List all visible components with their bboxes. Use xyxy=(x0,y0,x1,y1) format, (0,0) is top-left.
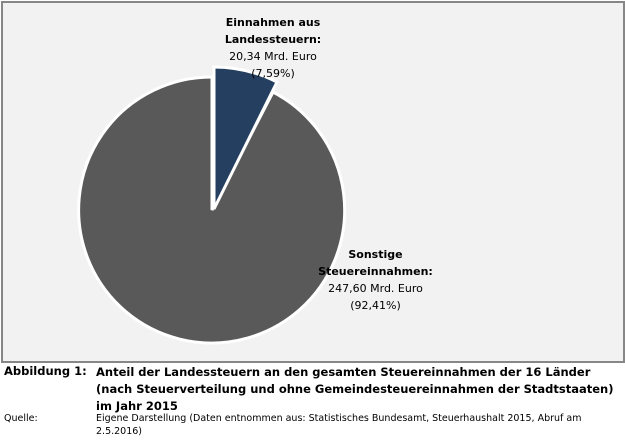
label-percent: (7,59%) xyxy=(251,67,295,80)
pie-chart xyxy=(77,65,347,345)
label-title: Einnahmen aus xyxy=(225,16,321,29)
label-value: 247,60 Mrd. Euro xyxy=(328,282,423,295)
label-percent: (92,41%) xyxy=(350,299,401,312)
figure-caption: Abbildung 1: Anteil der Landessteuern an… xyxy=(4,364,619,415)
caption-text: Anteil der Landessteuern an den gesamten… xyxy=(96,365,614,413)
figure-source: Quelle: Eigene Darstellung (Daten entnom… xyxy=(4,412,619,438)
label-title: Landessteuern: xyxy=(224,33,322,46)
caption-key: Abbildung 1: xyxy=(4,364,87,378)
source-text: Eigene Darstellung (Daten entnommen aus:… xyxy=(96,413,582,437)
slice-landessteuern xyxy=(212,65,280,210)
label-title: Steuereinnahmen: xyxy=(318,265,433,278)
label-value: 20,34 Mrd. Euro xyxy=(229,50,317,63)
label-title: Sonstige xyxy=(348,248,403,261)
label-sonstige: Sonstige Steuereinnahmen: 247,60 Mrd. Eu… xyxy=(303,246,448,314)
source-key: Quelle: xyxy=(4,413,38,424)
slice-sonstige xyxy=(77,75,347,345)
label-landessteuern: Einnahmen aus Landessteuern: 20,34 Mrd. … xyxy=(210,14,336,82)
